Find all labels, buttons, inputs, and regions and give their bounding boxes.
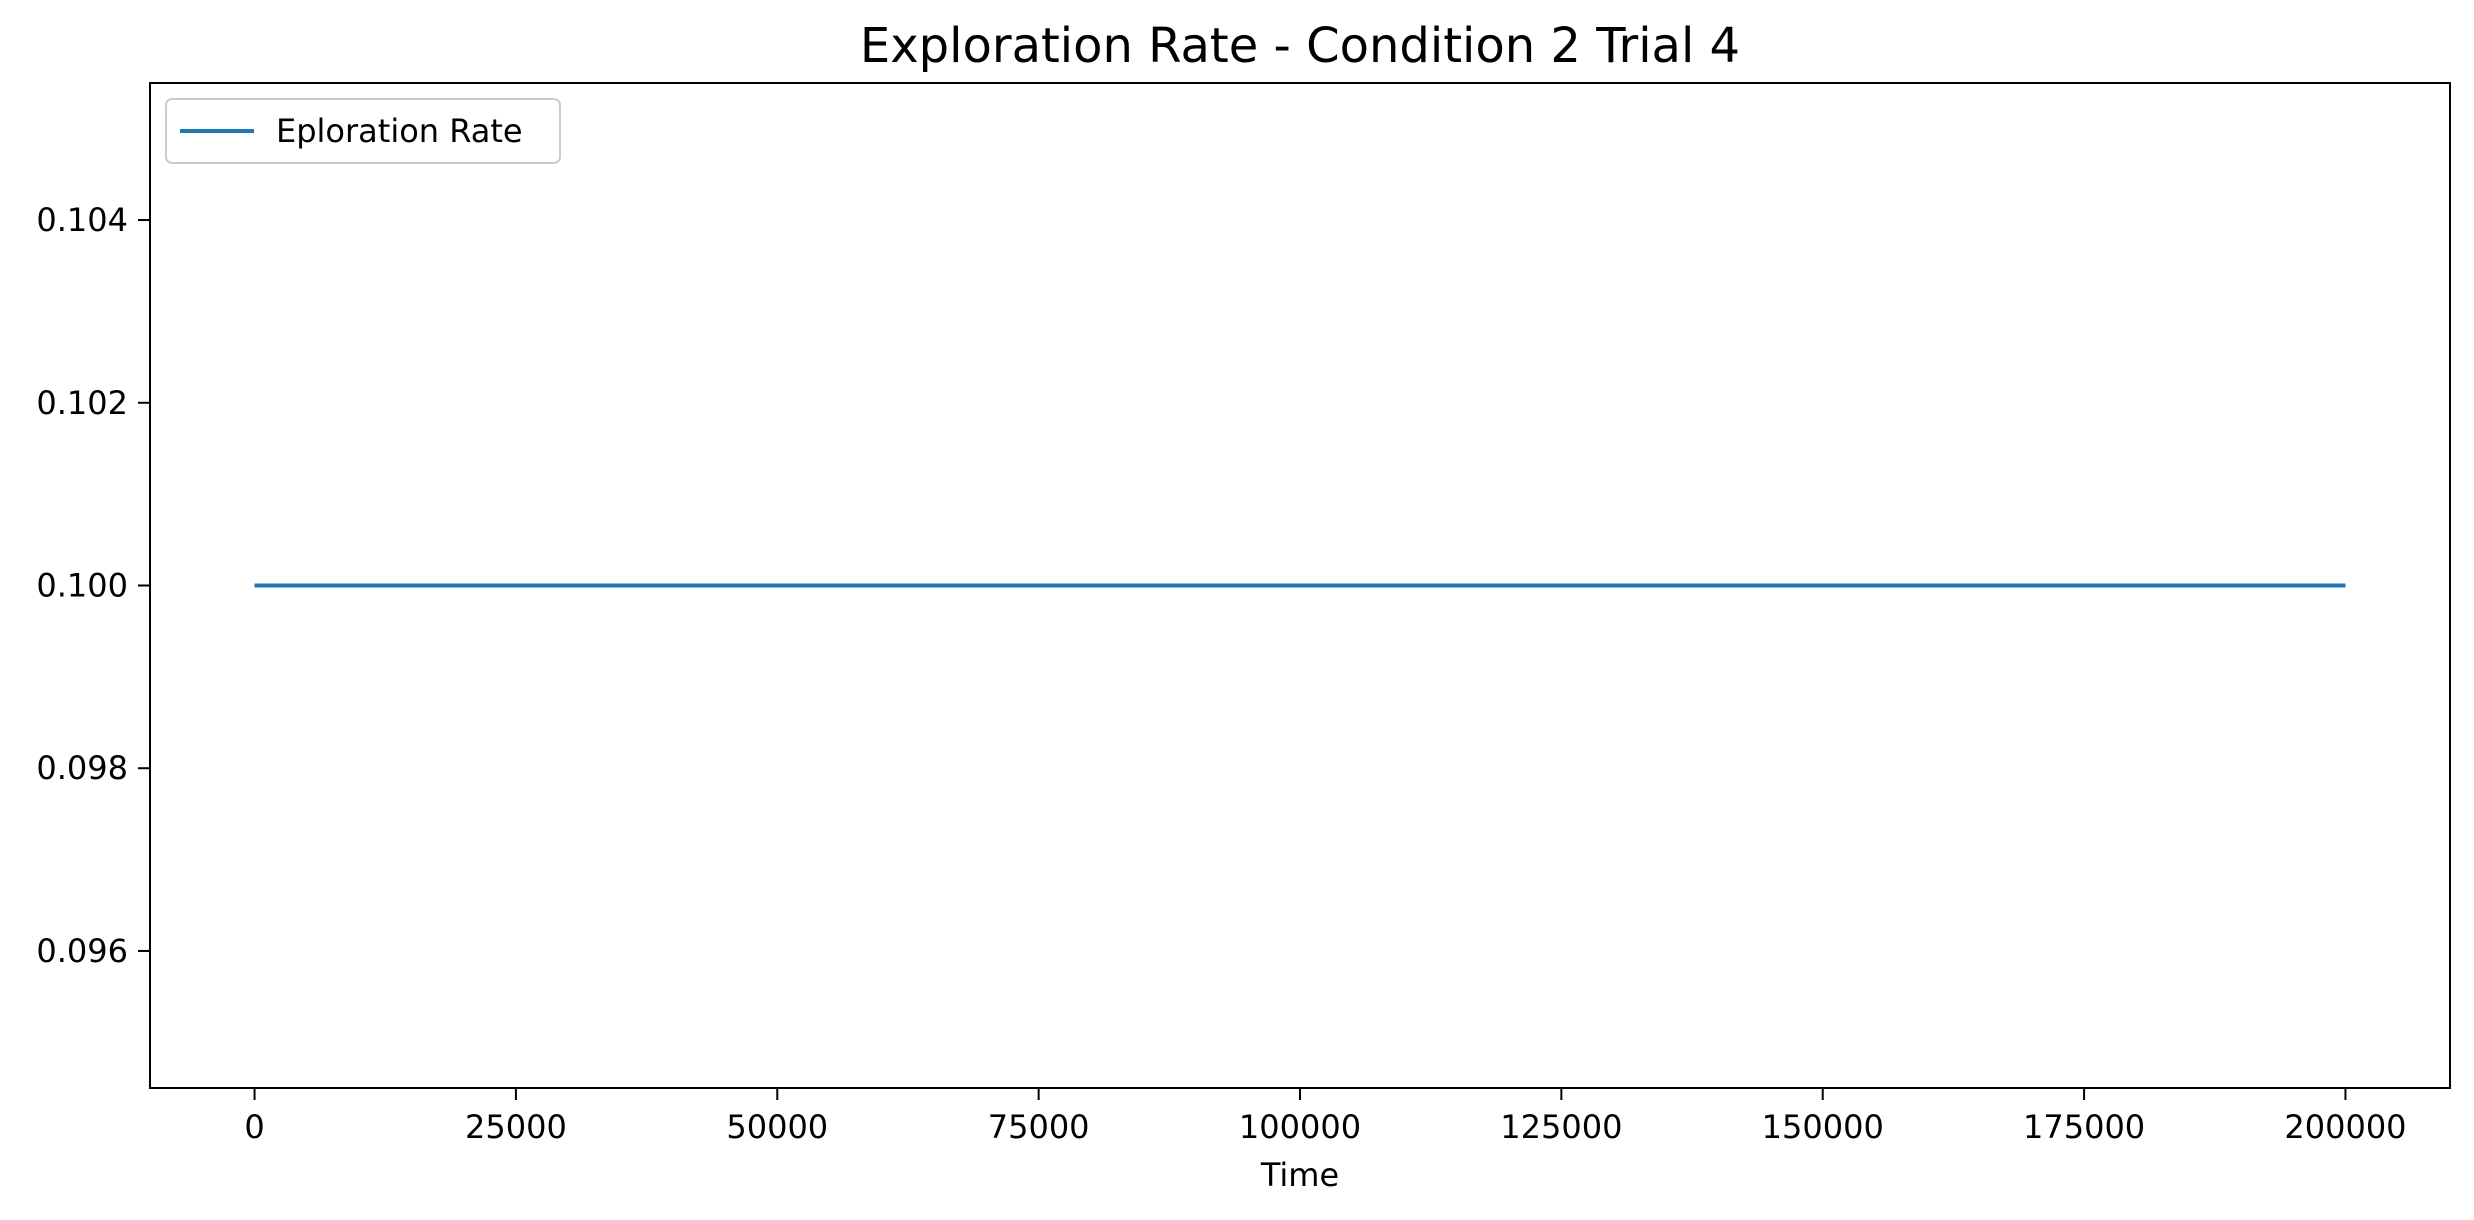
x-tick-label: 100000 [1239, 1108, 1361, 1146]
y-tick-label: 0.100 [36, 567, 128, 605]
x-tick-label: 125000 [1500, 1108, 1622, 1146]
x-axis: 0 25000 50000 75000 100000 125000 150000 175000… [244, 1088, 2407, 1146]
x-tick-label: 150000 [1762, 1108, 1884, 1146]
legend: Eploration Rate [165, 98, 561, 164]
legend-box [165, 98, 561, 164]
x-axis-label: Time [1260, 1156, 1339, 1194]
y-tick-label: 0.096 [36, 932, 128, 970]
y-tick-label: 0.104 [36, 201, 128, 239]
x-tick-label: 0 [244, 1108, 264, 1146]
x-tick-label: 25000 [465, 1108, 567, 1146]
x-tick-label: 200000 [2284, 1108, 2406, 1146]
y-axis: 0.096 0.098 0.100 0.102 0.104 [36, 201, 150, 970]
y-tick-label: 0.102 [36, 384, 128, 422]
x-tick-label: 175000 [2023, 1108, 2145, 1146]
x-tick-label: 75000 [988, 1108, 1090, 1146]
legend-label: Eploration Rate [276, 112, 523, 150]
chart-title: Exploration Rate - Condition 2 Trial 4 [860, 18, 1740, 74]
x-tick-label: 50000 [726, 1108, 828, 1146]
y-tick-label: 0.098 [36, 749, 128, 787]
